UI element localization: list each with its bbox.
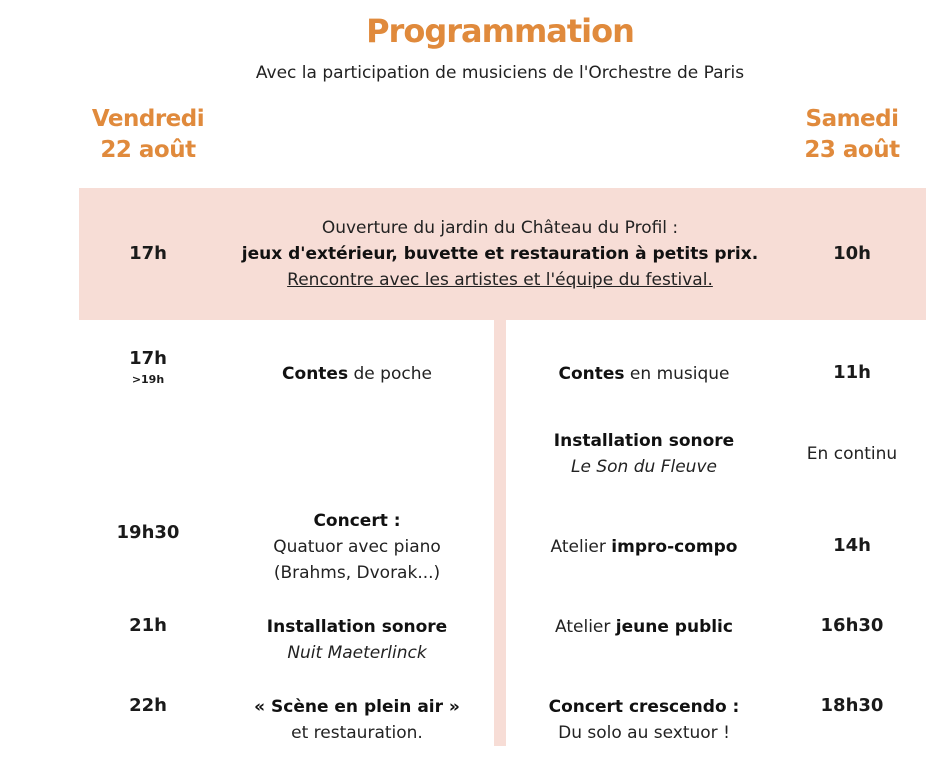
opening-line3: Rencontre avec les artistes et l'équipe …: [287, 270, 713, 290]
friday-event-3: Installation sonore Nuit Maeterlinck: [227, 614, 487, 666]
friday-event-2: Concert : Quatuor avec piano (Brahms, Dv…: [227, 508, 487, 586]
friday-event-1-title: Contes: [282, 364, 349, 384]
saturday-event-2-subtitle: Le Son du Fleuve: [571, 457, 717, 477]
day-friday-name: Vendredi: [91, 106, 205, 132]
saturday-event-2: Installation sonore Le Son du Fleuve: [514, 428, 774, 480]
day-saturday-name: Samedi: [805, 106, 900, 132]
friday-event-1-time-sub: >19h: [131, 373, 165, 386]
friday-event-3-subtitle: Nuit Maeterlinck: [287, 643, 427, 663]
friday-event-2-line2: Quatuor avec piano: [273, 537, 441, 557]
column-divider: [494, 320, 506, 746]
opening-time-friday: 17h: [129, 243, 167, 264]
saturday-event-5-title: Concert crescendo :: [548, 697, 740, 717]
saturday-event-1-title: Contes: [558, 364, 625, 384]
opening-line1: Ouverture du jardin du Château du Profil…: [321, 218, 679, 238]
saturday-event-4-prefix: Atelier: [555, 617, 616, 637]
day-friday-date: 22 août: [100, 137, 196, 163]
saturday-event-2-time: En continu: [806, 444, 898, 464]
friday-event-1: Contes de poche: [227, 361, 487, 387]
friday-event-4-title: « Scène en plein air »: [254, 697, 460, 717]
friday-event-1-time: 17h >19h: [78, 348, 218, 386]
friday-event-2-time: 19h30: [116, 522, 180, 543]
saturday-event-5-time: 18h30: [820, 695, 884, 716]
saturday-event-4: Atelier jeune public: [514, 614, 774, 640]
saturday-event-1: Contes en musique: [514, 361, 774, 387]
friday-event-3-time: 21h: [129, 615, 167, 636]
saturday-event-4-time: 16h30: [820, 615, 884, 636]
saturday-event-1-rest: en musique: [624, 364, 730, 384]
friday-event-1-time-main: 17h: [129, 348, 167, 369]
opening-band: [79, 188, 926, 320]
day-saturday-date: 23 août: [804, 137, 900, 163]
saturday-event-2-title: Installation sonore: [553, 431, 735, 451]
friday-event-2-line3: (Brahms, Dvorak...): [273, 563, 441, 583]
friday-event-4-time: 22h: [129, 695, 167, 716]
saturday-event-5-line2: Du solo au sextuor !: [558, 723, 730, 743]
friday-event-4-line2: et restauration.: [291, 723, 423, 743]
opening-description: Ouverture du jardin du Château du Profil…: [220, 215, 780, 293]
saturday-event-4-title: jeune public: [615, 617, 733, 637]
day-friday-header: Vendredi 22 août: [78, 104, 218, 166]
saturday-event-3-title: impro-compo: [611, 537, 738, 557]
day-saturday-header: Samedi 23 août: [782, 104, 922, 166]
saturday-event-3-time: 14h: [833, 535, 871, 556]
page-title: Programmation: [366, 12, 635, 50]
friday-event-1-rest: de poche: [348, 364, 432, 384]
saturday-event-3-prefix: Atelier: [550, 537, 612, 557]
opening-line2: jeux d'extérieur, buvette et restauratio…: [241, 244, 759, 264]
saturday-event-3: Atelier impro-compo: [514, 534, 774, 560]
friday-event-2-title: Concert :: [313, 511, 401, 531]
saturday-event-5: Concert crescendo : Du solo au sextuor !: [514, 694, 774, 746]
friday-event-4: « Scène en plein air » et restauration.: [227, 694, 487, 746]
opening-time-saturday: 10h: [833, 243, 871, 264]
friday-event-3-title: Installation sonore: [266, 617, 448, 637]
page-subtitle: Avec la participation de musiciens de l'…: [255, 63, 745, 83]
saturday-event-1-time: 11h: [833, 362, 871, 383]
